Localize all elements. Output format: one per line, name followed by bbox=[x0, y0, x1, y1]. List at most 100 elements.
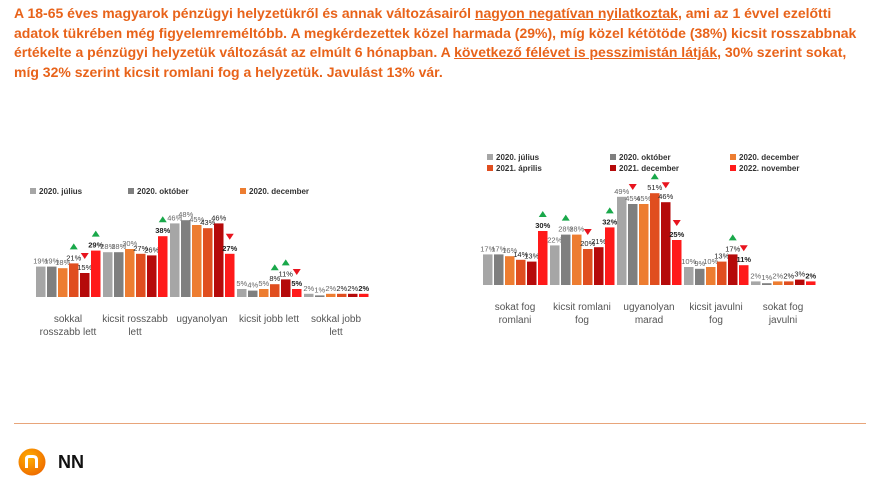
decrease-marker-icon bbox=[583, 229, 592, 235]
decrease-marker-icon bbox=[661, 182, 670, 189]
data-label: 1% bbox=[761, 273, 772, 282]
headline-part: , 30% szerint sokat, míg 32% szerint kic… bbox=[14, 44, 847, 80]
decrease-marker-icon bbox=[672, 220, 681, 226]
bar bbox=[203, 228, 213, 297]
decrease-marker-icon bbox=[225, 233, 234, 240]
headline-emphasis: nagyon negatívan nyilatkoztak bbox=[474, 5, 678, 21]
bar bbox=[538, 231, 548, 285]
data-label: 13% bbox=[524, 252, 539, 261]
headline-part: A 18-65 éves magyarok pénzügyi helyzetük… bbox=[14, 5, 475, 21]
increase-marker-icon bbox=[270, 264, 279, 271]
data-label: 2% bbox=[805, 271, 816, 280]
legend-swatch bbox=[128, 188, 134, 194]
legend-swatch bbox=[730, 165, 736, 171]
data-label: 38% bbox=[155, 226, 170, 235]
bar bbox=[237, 289, 247, 297]
data-label: 2% bbox=[325, 284, 336, 293]
bar bbox=[483, 254, 493, 285]
data-label: 32% bbox=[602, 217, 617, 226]
data-label: 27% bbox=[222, 244, 237, 253]
bar bbox=[114, 252, 124, 297]
bar bbox=[795, 279, 805, 285]
data-label: 29% bbox=[88, 241, 103, 250]
data-label: 27% bbox=[133, 244, 148, 253]
data-label: 2% bbox=[336, 284, 347, 293]
category-label: fog bbox=[709, 315, 723, 326]
data-label: 2% bbox=[303, 284, 314, 293]
data-label: 25% bbox=[669, 230, 684, 239]
data-label: 2% bbox=[347, 284, 358, 293]
bar bbox=[505, 256, 515, 285]
bar bbox=[695, 268, 705, 285]
increase-marker-icon bbox=[281, 259, 290, 266]
footer-divider bbox=[14, 423, 866, 424]
bar bbox=[69, 263, 79, 297]
data-label: 45% bbox=[189, 215, 204, 224]
decrease-marker-icon bbox=[739, 245, 748, 252]
headline-emphasis: következő félévet is pesszimistán látják bbox=[454, 44, 718, 60]
bar bbox=[751, 281, 761, 285]
legend-label: 2020. július bbox=[496, 153, 540, 162]
data-label: 3% bbox=[794, 270, 805, 279]
category-label: marad bbox=[635, 315, 663, 326]
bar bbox=[248, 290, 258, 297]
bar bbox=[36, 266, 46, 297]
headline-text: A 18-65 éves magyarok pénzügyi helyzetük… bbox=[14, 4, 874, 82]
bar bbox=[47, 266, 57, 297]
data-label: 13% bbox=[714, 252, 729, 261]
bar bbox=[784, 281, 794, 285]
bar bbox=[728, 254, 738, 285]
increase-marker-icon bbox=[728, 234, 737, 241]
legend-swatch bbox=[730, 154, 736, 160]
category-label: kicsit rosszabb bbox=[102, 314, 168, 325]
data-label: 17% bbox=[491, 244, 506, 253]
bar bbox=[516, 259, 526, 285]
data-label: 11% bbox=[279, 269, 294, 278]
legend-swatch bbox=[487, 165, 493, 171]
data-label: 9% bbox=[694, 259, 705, 268]
data-label: 20% bbox=[580, 239, 595, 248]
bar bbox=[359, 293, 369, 297]
category-label: sokat fog bbox=[763, 302, 804, 313]
bar bbox=[527, 261, 537, 285]
data-label: 17% bbox=[480, 244, 495, 253]
increase-marker-icon bbox=[158, 216, 167, 223]
data-label: 28% bbox=[111, 242, 126, 251]
legend-swatch bbox=[610, 165, 616, 171]
category-label: romlani bbox=[499, 315, 532, 326]
bar bbox=[348, 293, 358, 297]
data-label: 46% bbox=[211, 213, 226, 222]
bar bbox=[773, 281, 783, 285]
data-label: 2% bbox=[783, 271, 794, 280]
bar bbox=[292, 289, 302, 297]
category-label: lett bbox=[329, 327, 343, 338]
bar bbox=[337, 293, 347, 297]
chart-financial-situation-past: 2020. július 2020. október 2020. december 1… bbox=[30, 187, 369, 338]
bar bbox=[717, 261, 727, 285]
bar bbox=[158, 236, 168, 297]
bar bbox=[270, 284, 280, 297]
bar bbox=[281, 279, 291, 297]
bar bbox=[225, 253, 235, 297]
data-label: 45% bbox=[636, 194, 651, 203]
category-label: kicsit jobb lett bbox=[239, 314, 299, 325]
bar bbox=[617, 196, 627, 285]
data-label: 22% bbox=[547, 235, 562, 244]
legend-label: 2020. december bbox=[739, 153, 799, 162]
category-label: sokkal bbox=[54, 314, 82, 325]
nn-logo-icon bbox=[18, 448, 46, 476]
data-label: 10% bbox=[703, 257, 718, 266]
data-label: 14% bbox=[513, 250, 528, 259]
data-label: 46% bbox=[167, 213, 182, 222]
data-label: 2% bbox=[358, 284, 369, 293]
bar bbox=[58, 268, 68, 297]
category-label: kicsit romlani bbox=[553, 302, 611, 313]
decrease-marker-icon bbox=[292, 269, 301, 275]
legend-label: 2020. július bbox=[39, 187, 83, 196]
data-label: 5% bbox=[258, 279, 269, 288]
legend-swatch bbox=[30, 188, 36, 194]
data-label: 19% bbox=[44, 257, 59, 266]
decrease-marker-icon bbox=[80, 253, 89, 259]
bar bbox=[639, 204, 649, 285]
data-label: 45% bbox=[625, 194, 640, 203]
